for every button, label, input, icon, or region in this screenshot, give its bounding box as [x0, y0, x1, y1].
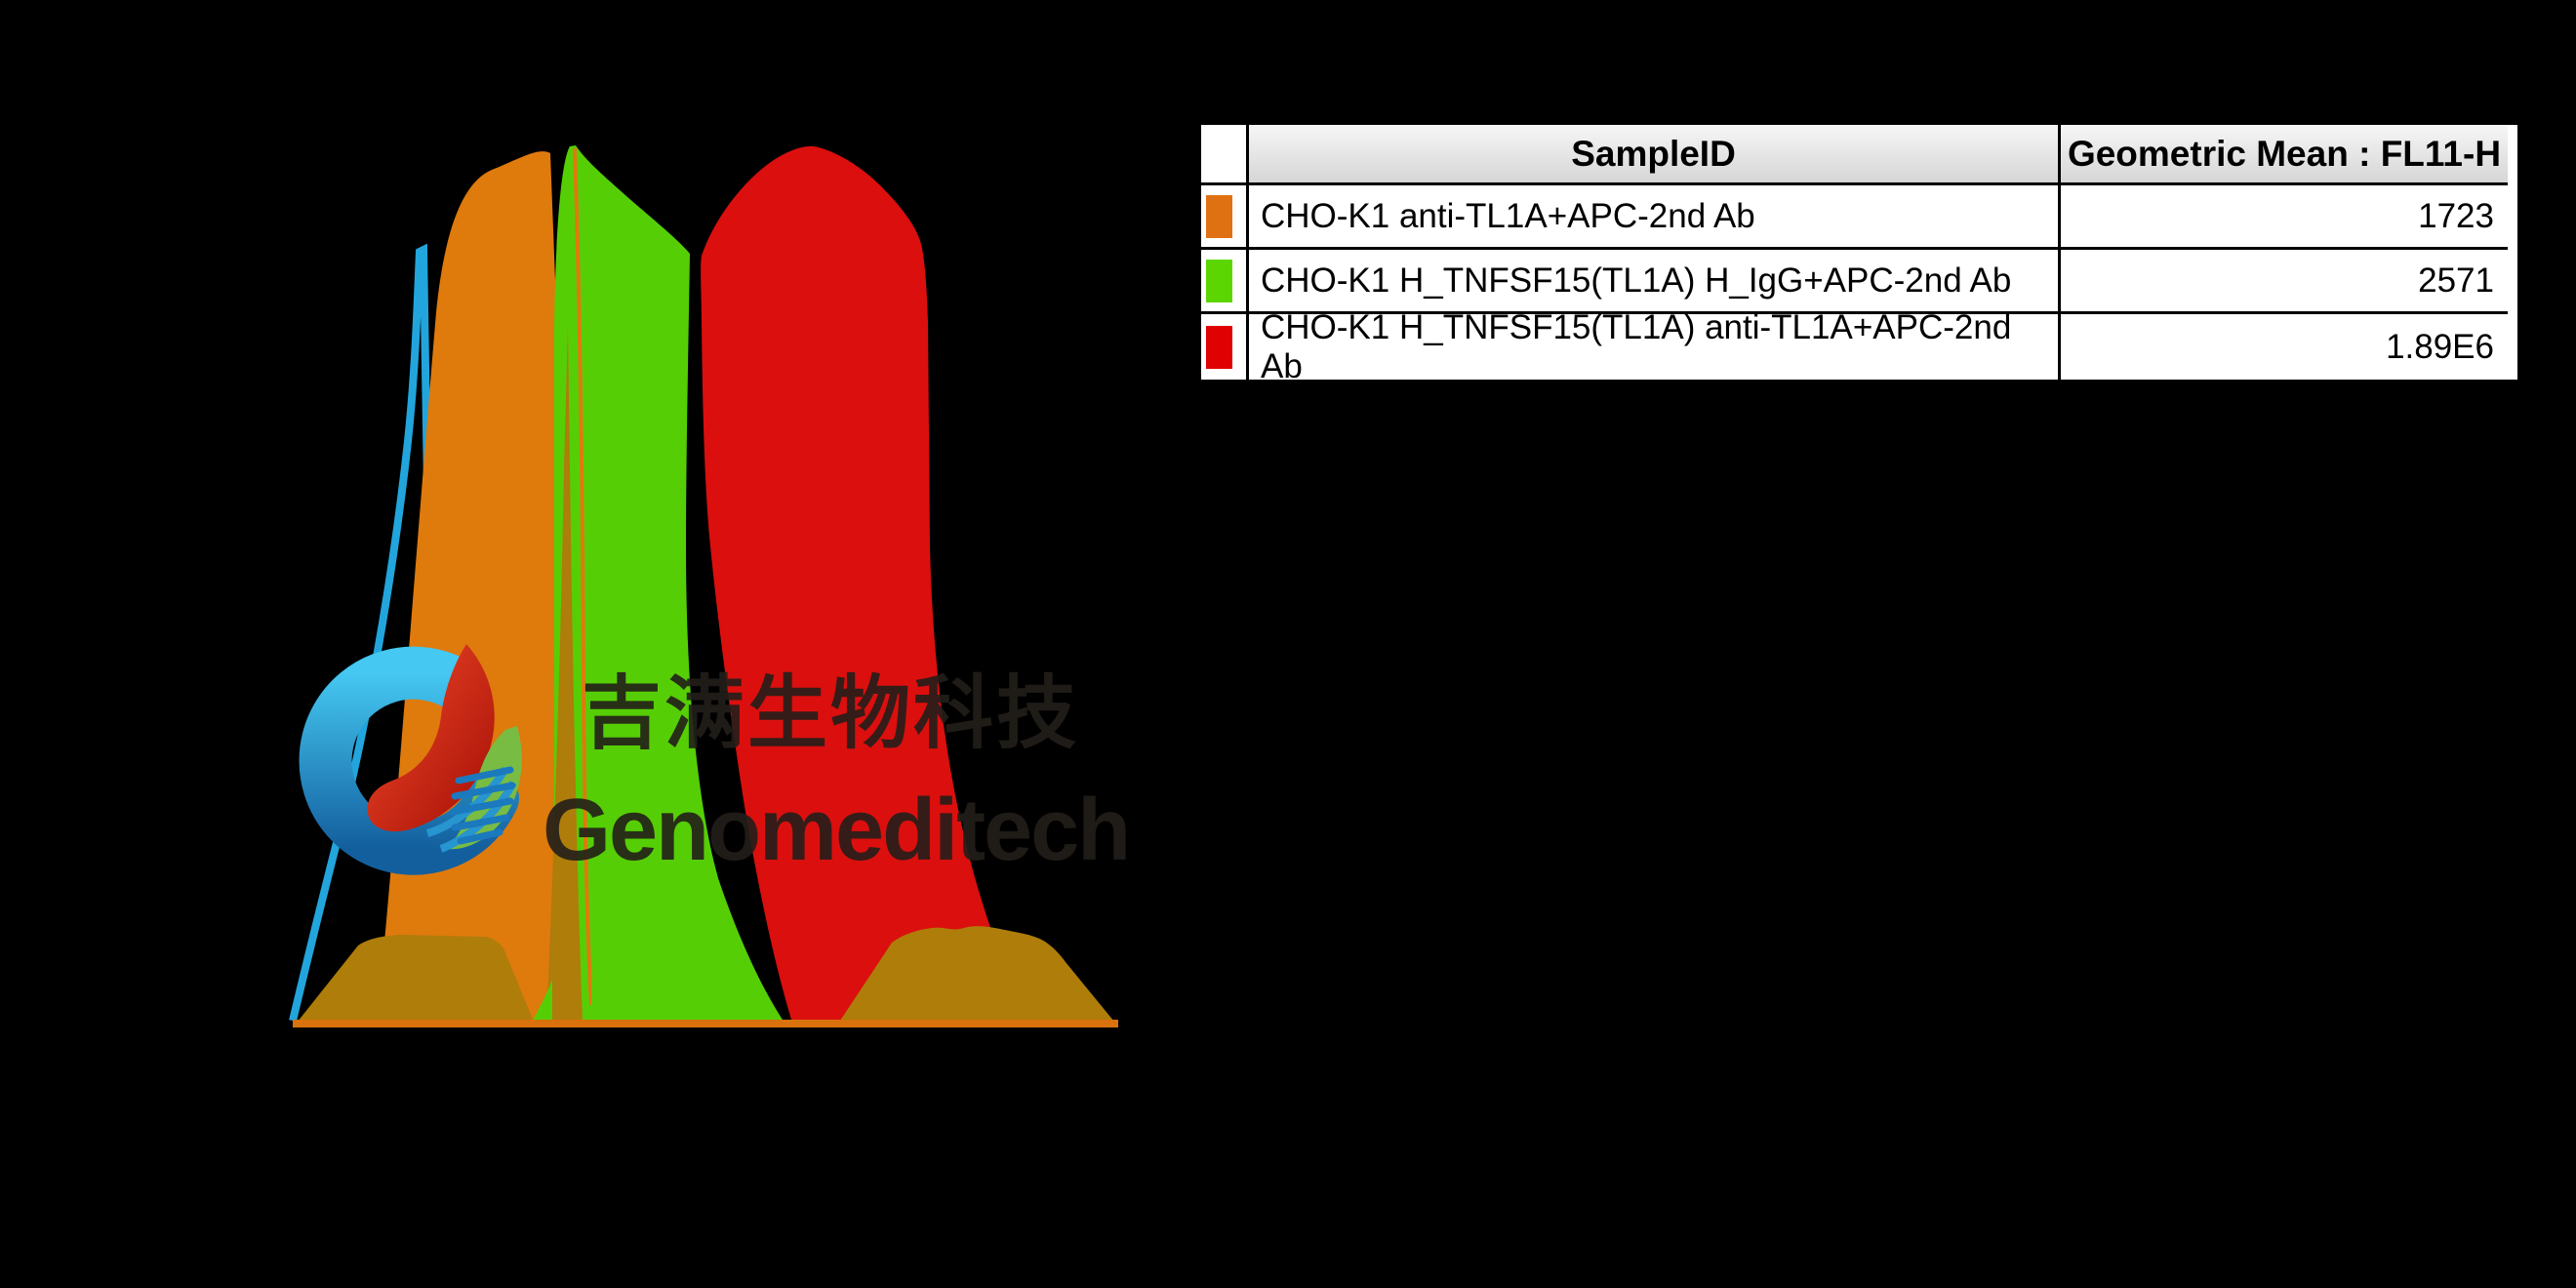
green-swatch	[1206, 259, 1232, 302]
green-base-flares	[531, 980, 613, 1025]
logo-blue-ring	[299, 646, 519, 875]
table-row-swatch-cell	[1201, 185, 1249, 250]
legend-header-sampleid: SampleID	[1249, 125, 2061, 185]
watermark-genomeditech: Genomeditech	[543, 782, 1131, 879]
table-row-value: 1723	[2061, 185, 2508, 250]
orange-swatch	[1206, 194, 1232, 238]
watermark-chinese: 吉满生物科技	[582, 667, 1080, 760]
orange-spike-edge	[573, 147, 593, 1006]
legend-table: SampleID Geometric Mean : FL11-H CHO-K1 …	[1196, 120, 2522, 384]
table-row-swatch-cell	[1201, 250, 1249, 314]
logo-dna-rungs	[449, 766, 516, 845]
table-row-value: 1.89E6	[2061, 314, 2508, 380]
logo-red-swirl	[367, 644, 495, 832]
legend-header-swatch	[1201, 125, 1249, 185]
orange-histogram	[377, 151, 557, 1023]
legend-header-geomean: Geometric Mean : FL11-H	[2061, 125, 2508, 185]
table-row-value: 2571	[2061, 250, 2508, 314]
red-histogram	[701, 145, 1032, 1024]
table-row-swatch-cell	[1201, 314, 1249, 380]
table-row-sample: CHO-K1 anti-TL1A+APC-2nd Ab	[1249, 185, 2061, 250]
genomeditech-logo	[299, 644, 522, 875]
red-swatch	[1206, 325, 1232, 369]
table-row-sample: CHO-K1 H_TNFSF15(TL1A) anti-TL1A+APC-2nd…	[1249, 314, 2061, 380]
green-histogram	[554, 145, 785, 1023]
baseline-strip	[293, 1020, 1118, 1027]
darkyellow-right-peak	[836, 926, 1118, 1026]
darkyellow-left-peak	[294, 935, 536, 1026]
darkyellow-spike	[546, 326, 583, 1021]
table-row-sample: CHO-K1 H_TNFSF15(TL1A) H_IgG+APC-2nd Ab	[1249, 250, 2061, 314]
histogram-layer	[289, 145, 1118, 1027]
